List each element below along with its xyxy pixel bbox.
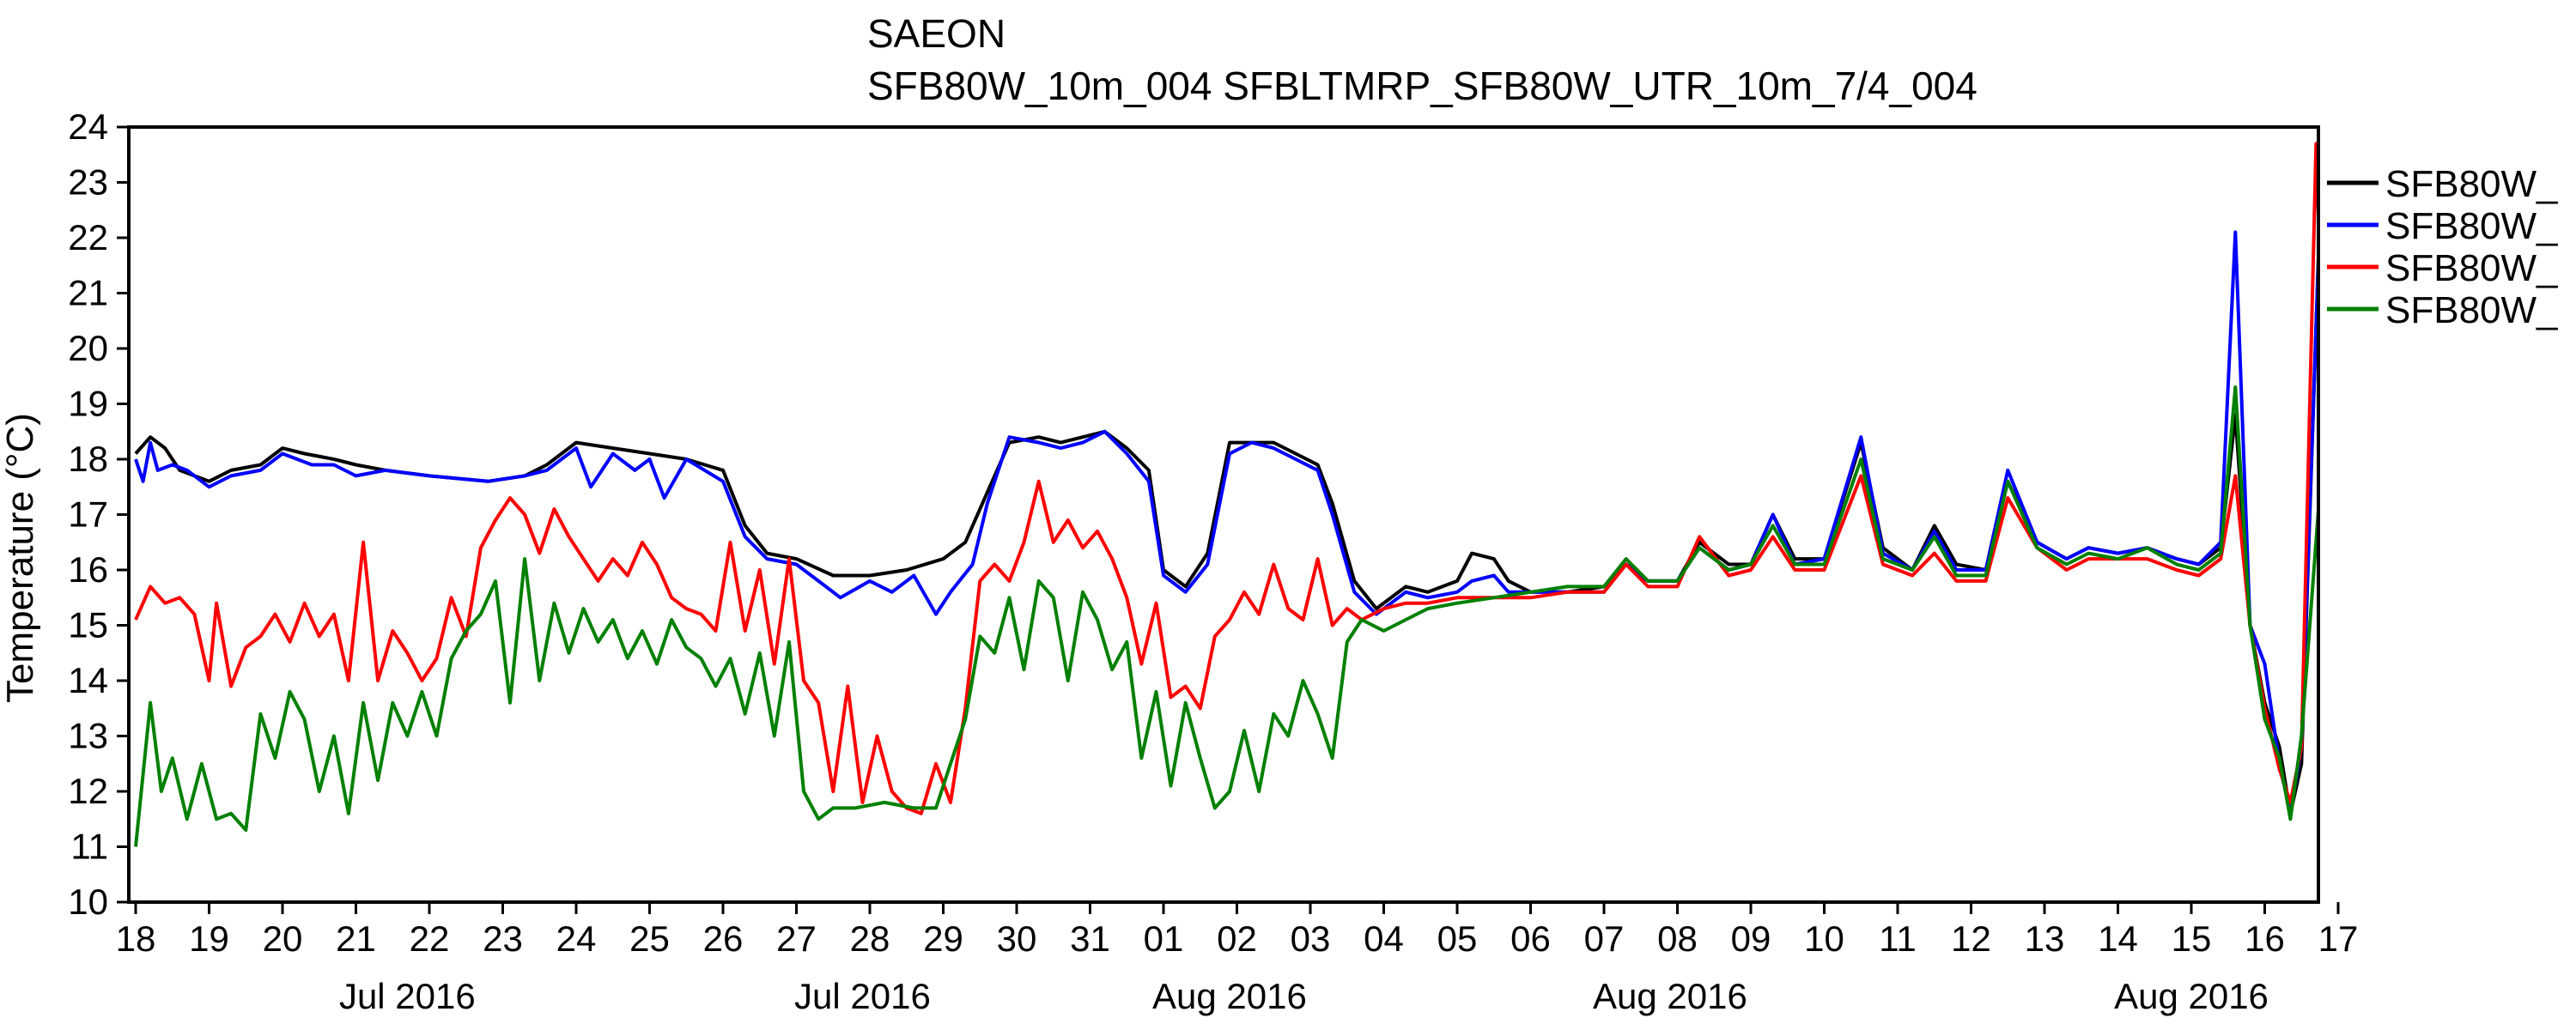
y-tick-label: 13 bbox=[68, 716, 108, 756]
chart-title: SAEON bbox=[867, 11, 1005, 56]
y-tick-label: 21 bbox=[68, 273, 108, 313]
x-tick-label: 03 bbox=[1291, 918, 1331, 959]
x-tick-label: 10 bbox=[1804, 918, 1844, 959]
y-tick-label: 10 bbox=[68, 882, 108, 922]
x-tick-label: 05 bbox=[1437, 918, 1478, 959]
y-tick-label: 24 bbox=[68, 106, 108, 147]
x-tick-label: 25 bbox=[629, 918, 670, 959]
x-tick-label: 02 bbox=[1217, 918, 1257, 959]
y-tick-label: 16 bbox=[68, 549, 108, 590]
x-tick-label: 07 bbox=[1584, 918, 1625, 959]
x-tick-label: 20 bbox=[263, 918, 303, 959]
x-tick-label: 09 bbox=[1731, 918, 1771, 959]
x-period-label: Aug 2016 bbox=[2114, 976, 2269, 1016]
x-tick-label: 14 bbox=[2098, 918, 2138, 959]
x-tick-label: 21 bbox=[336, 918, 376, 959]
legend-label: SFB80W_ bbox=[2385, 289, 2558, 331]
x-tick-label: 24 bbox=[556, 918, 597, 959]
y-tick-label: 17 bbox=[68, 494, 108, 535]
series-line-2 bbox=[134, 212, 2318, 815]
x-tick-label: 18 bbox=[116, 918, 156, 959]
x-tick-label: 15 bbox=[2172, 918, 2212, 959]
y-tick-label: 14 bbox=[68, 660, 108, 700]
x-tick-label: 30 bbox=[997, 918, 1037, 959]
legend-label: SFB80W_ bbox=[2385, 247, 2558, 289]
x-tick-label: 06 bbox=[1510, 918, 1551, 959]
series-line-3 bbox=[134, 142, 2318, 815]
x-tick-label: 26 bbox=[703, 918, 744, 959]
x-tick-label: 19 bbox=[189, 918, 229, 959]
y-tick-label: 23 bbox=[68, 162, 108, 203]
x-tick-label: 22 bbox=[410, 918, 450, 959]
x-tick-label: 13 bbox=[2025, 918, 2065, 959]
x-tick-label: 29 bbox=[923, 918, 963, 959]
y-tick-label: 22 bbox=[68, 217, 108, 258]
x-tick-label: 31 bbox=[1070, 918, 1110, 959]
y-tick-label: 18 bbox=[68, 439, 108, 479]
y-tick-label: 12 bbox=[68, 771, 108, 811]
x-tick-label: 27 bbox=[776, 918, 817, 959]
x-period-label: Jul 2016 bbox=[339, 976, 476, 1016]
y-axis: 10 11 12 13 14 15 16 17 18 19 20 21 22 23 24 bbox=[68, 106, 129, 922]
x-axis: 18 19 20 21 22 23 24 25 26 27 28 29 30 31 01 02 03 04 05 06… bbox=[116, 902, 2359, 959]
x-period-label: Aug 2016 bbox=[1593, 976, 1747, 1016]
x-axis-period-labels: Jul 2016 Jul 2016 Aug 2016 Aug 2016 Aug 2016 bbox=[339, 976, 2269, 1016]
series-line-4 bbox=[134, 385, 2318, 847]
legend-label: SFB80W_ bbox=[2385, 163, 2558, 205]
x-period-label: Aug 2016 bbox=[1152, 976, 1307, 1016]
x-tick-label: 11 bbox=[1879, 918, 1917, 959]
y-axis-label: Temperature (°C) bbox=[0, 413, 41, 703]
x-tick-label: 28 bbox=[850, 918, 890, 959]
x-tick-label: 04 bbox=[1364, 918, 1404, 959]
x-period-label: Jul 2016 bbox=[794, 976, 931, 1016]
y-tick-label: 19 bbox=[68, 384, 108, 424]
legend-label: SFB80W_ bbox=[2385, 205, 2558, 247]
y-tick-label: 11 bbox=[70, 827, 108, 867]
x-tick-label: 23 bbox=[483, 918, 523, 959]
x-tick-label: 17 bbox=[2318, 918, 2359, 959]
series-group bbox=[134, 142, 2318, 847]
x-tick-label: 16 bbox=[2245, 918, 2285, 959]
chart-subtitle: SFB80W_10m_004 SFBLTMRP_SFB80W_UTR_10m_7… bbox=[867, 64, 1978, 108]
y-tick-label: 20 bbox=[68, 328, 108, 368]
y-tick-label: 15 bbox=[68, 605, 108, 645]
x-tick-label: 08 bbox=[1657, 918, 1698, 959]
legend: SFB80W_SFB80W_SFB80W_SFB80W_ bbox=[2327, 163, 2558, 331]
x-tick-label: 01 bbox=[1144, 918, 1184, 959]
x-tick-label: 12 bbox=[1951, 918, 1991, 959]
